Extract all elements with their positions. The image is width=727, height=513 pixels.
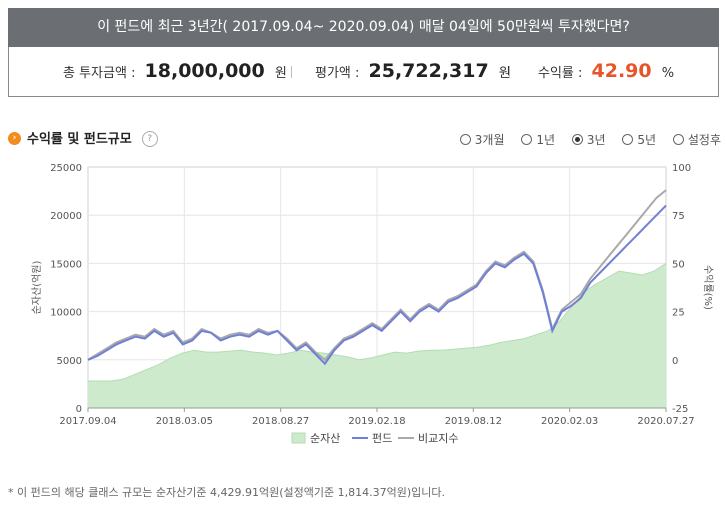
right-tick-label: -25 (672, 404, 688, 415)
x-tick-label: 2019.08.12 (445, 416, 502, 427)
radio-button[interactable] (622, 134, 634, 145)
benchmark-line (87, 189, 667, 362)
return-rate-value: 42.90 (591, 60, 652, 82)
performance-chart: 0 5000 10000 15000 20000 25000 -25 0 25 50 75 100 20… (31, 163, 714, 445)
return-rate-label: 수익률 : (538, 66, 583, 81)
section-title: › 수익률 및 펀드규모? (8, 130, 158, 149)
investment-summary: 총 투자금액 : 18,000,000 원 평가액 : 25,722,317 원… (8, 47, 719, 97)
left-tick-label: 25000 (50, 163, 82, 174)
period-label: 3년 (586, 133, 606, 147)
x-tick-label: 2020.07.27 (637, 416, 694, 427)
footnote: * 이 펀드의 해당 클래스 규모는 순자산기준 4,429.91억원(설정액기… (8, 486, 445, 499)
left-tick-label: 5000 (57, 356, 82, 367)
simulation-title: 이 펀드에 최근 3년간( 2017.09.04~ 2020.09.04) 매달… (97, 19, 630, 35)
legend-label-net-assets: 순자산 (310, 432, 340, 445)
period-option-3m[interactable]: 3개월 (459, 131, 505, 148)
period-label: 1년 (536, 133, 556, 147)
right-tick-label: 25 (672, 308, 685, 319)
left-axis-label: 순자산(억원) (31, 261, 43, 315)
x-tick-label: 2017.09.04 (59, 416, 116, 427)
right-axis-label: 수익률(%) (702, 265, 714, 310)
x-tick-label: 2018.03.05 (156, 416, 213, 427)
period-option-1y[interactable]: 1년 (521, 131, 555, 148)
radio-button[interactable] (459, 134, 471, 145)
net-assets-line (88, 262, 667, 382)
right-tick-label: 100 (672, 163, 691, 174)
return-rate-unit: % (661, 66, 675, 81)
return-rate-item: 수익률 : 42.90 % (538, 47, 674, 96)
fund-line (87, 204, 667, 366)
right-tick-label: 0 (672, 356, 678, 367)
total-invest-label: 총 투자금액 : (63, 66, 136, 81)
section-title-text: 수익률 및 펀드규모 (27, 132, 132, 147)
right-tick-label: 50 (672, 259, 685, 270)
question-icon[interactable]: ? (141, 130, 158, 147)
period-label: 설정후 (687, 133, 721, 147)
eval-amount-value: 25,722,317 (368, 60, 489, 82)
legend-swatch-net-assets (291, 432, 306, 444)
x-tick-label: 2019.02.18 (348, 416, 405, 427)
left-tick-label: 0 (76, 404, 82, 415)
left-tick-label: 15000 (50, 259, 82, 270)
x-tick-label: 2018.08.27 (252, 416, 309, 427)
total-invest-value: 18,000,000 (144, 60, 265, 82)
summary-divider (509, 66, 510, 78)
summary-divider (291, 66, 292, 78)
total-invest-item: 총 투자금액 : 18,000,000 원 (63, 47, 287, 96)
eval-amount-unit: 원 (498, 66, 511, 81)
right-tick-label: 75 (672, 211, 685, 222)
legend-label-benchmark: 비교지수 (418, 432, 458, 445)
period-option-5y[interactable]: 5년 (622, 131, 656, 148)
legend-label-fund: 펀드 (372, 432, 392, 445)
eval-amount-item: 평가액 : 25,722,317 원 (315, 47, 511, 96)
period-option-since-inception[interactable]: 설정후 (672, 131, 721, 148)
bullet-icon: › (8, 132, 21, 145)
net-assets-area (88, 263, 666, 408)
radio-button[interactable] (521, 134, 533, 145)
left-tick-label: 20000 (50, 211, 82, 222)
eval-amount-label: 평가액 : (315, 66, 360, 81)
period-option-3y[interactable]: 3년 (571, 131, 606, 148)
period-label: 3개월 (474, 133, 505, 147)
period-label: 5년 (637, 133, 657, 147)
radio-button[interactable] (672, 134, 684, 145)
radio-button-selected[interactable] (571, 134, 583, 145)
x-tick-label: 2020.02.03 (541, 416, 598, 427)
left-tick-label: 10000 (50, 308, 82, 319)
period-selector: 3개월 1년 3년 5년 설정후 (447, 131, 721, 149)
total-invest-unit: 원 (274, 66, 287, 81)
simulation-header: 이 펀드에 최근 3년간( 2017.09.04~ 2020.09.04) 매달… (8, 8, 719, 47)
